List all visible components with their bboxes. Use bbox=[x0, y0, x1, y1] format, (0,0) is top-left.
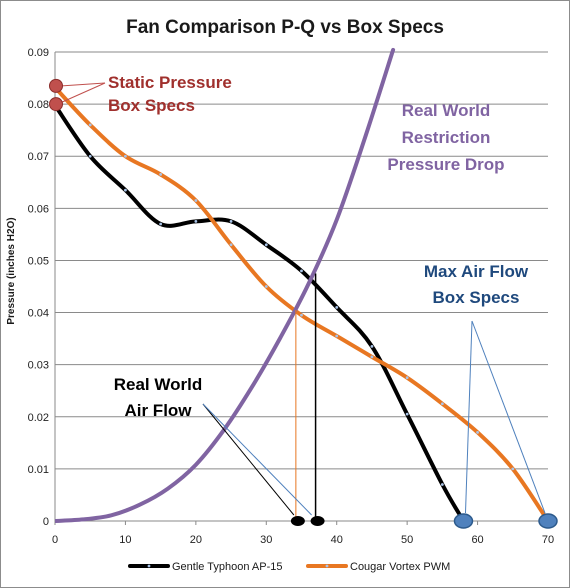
static-arrow bbox=[61, 82, 106, 103]
cougar-vortex-point bbox=[405, 376, 409, 380]
gentle-typhoon-point bbox=[370, 345, 374, 348]
plot-background bbox=[55, 52, 548, 521]
y-tick-label: 0.02 bbox=[28, 412, 49, 424]
cougar-vortex-point bbox=[476, 431, 479, 434]
cougar-vortex-point bbox=[194, 199, 198, 202]
y-tick-label: 0.03 bbox=[28, 360, 49, 372]
gentle-typhoon-point bbox=[88, 154, 92, 158]
realflow-arrow bbox=[202, 403, 312, 516]
legend-label-cougar-vortex: Cougar Vortex PWM bbox=[350, 561, 450, 573]
static-pressure-marker bbox=[49, 97, 63, 112]
annotation-static-line: Static Pressure bbox=[108, 73, 232, 92]
x-tick-label: 70 bbox=[542, 534, 554, 546]
annotation-restriction-line: Restriction bbox=[402, 128, 491, 147]
gentle-typhoon-point bbox=[229, 219, 233, 223]
y-tick-label: 0 bbox=[43, 516, 49, 528]
gentle-typhoon-point bbox=[264, 243, 268, 247]
annotation-maxflow-line: Max Air Flow bbox=[424, 262, 529, 281]
plot-area: 0 0.01 0.02 0.03 0.04 0.05 0.06 0.07 0.08 0.09 0 10… bbox=[28, 47, 558, 546]
cougar-vortex-point bbox=[88, 123, 92, 127]
cougar-vortex-point bbox=[300, 313, 303, 317]
real-world-air-flow-marker bbox=[310, 516, 325, 526]
gentle-typhoon-point bbox=[405, 412, 409, 416]
cougar-vortex-point bbox=[124, 154, 127, 158]
x-tick-label: 50 bbox=[401, 534, 413, 546]
y-tick-label: 0.08 bbox=[28, 99, 49, 111]
cougar-vortex-point bbox=[511, 467, 515, 471]
annotation-realflow-line: Air Flow bbox=[124, 401, 192, 420]
y-tick-label: 0.07 bbox=[28, 151, 49, 163]
maxflow-arrow bbox=[471, 320, 546, 514]
gentle-typhoon-point bbox=[124, 188, 127, 192]
annotation-restriction-line: Real World bbox=[402, 101, 490, 120]
y-tick-label: 0.01 bbox=[28, 464, 49, 476]
annotation-static-line: Box Specs bbox=[108, 96, 195, 115]
realflow-arrow bbox=[202, 403, 295, 516]
cougar-vortex-point bbox=[335, 334, 339, 338]
legend-marker-gentle-typhoon bbox=[147, 564, 151, 568]
static-arrow bbox=[61, 82, 106, 87]
cougar-vortex-point bbox=[440, 402, 444, 406]
y-axis-label: Pressure (inches H2O) bbox=[6, 217, 17, 324]
y-tick-label: 0.05 bbox=[28, 255, 49, 267]
annotation-realflow-line: Real World bbox=[114, 375, 202, 394]
legend-marker-cougar-vortex bbox=[325, 564, 329, 568]
x-tick-label: 10 bbox=[119, 534, 131, 546]
gentle-typhoon-point bbox=[335, 305, 339, 309]
x-tick-label: 20 bbox=[190, 534, 202, 546]
gentle-typhoon-point bbox=[440, 483, 444, 486]
y-tick-label: 0.04 bbox=[28, 308, 49, 320]
x-tick-label: 30 bbox=[260, 534, 272, 546]
x-tick-label: 40 bbox=[331, 534, 343, 546]
gentle-typhoon-point bbox=[300, 269, 303, 273]
real-world-air-flow-marker bbox=[290, 516, 305, 526]
max-air-flow-marker bbox=[538, 513, 558, 529]
x-tick-label: 0 bbox=[52, 534, 58, 546]
restriction-curve-line bbox=[55, 47, 396, 523]
annotation-restriction-line: Pressure Drop bbox=[387, 155, 504, 174]
y-tick-label: 0.06 bbox=[28, 203, 49, 215]
cougar-vortex-point bbox=[159, 173, 163, 176]
x-tick-label: 60 bbox=[471, 534, 483, 546]
gentle-typhoon-point bbox=[159, 222, 163, 226]
cougar-vortex-point bbox=[370, 355, 374, 359]
y-tick-label: 0.09 bbox=[28, 47, 49, 59]
static-pressure-marker bbox=[49, 78, 63, 93]
maxflow-arrow bbox=[464, 320, 473, 514]
cougar-vortex-point bbox=[264, 285, 268, 288]
legend: Gentle Typhoon AP-15 Cougar Vortex PWM bbox=[128, 561, 450, 573]
max-air-flow-marker bbox=[453, 513, 474, 529]
chart-title: Fan Comparison P-Q vs Box Specs bbox=[126, 17, 444, 38]
cougar-vortex-point bbox=[229, 243, 233, 247]
gentle-typhoon-point bbox=[194, 219, 198, 223]
annotation-maxflow-line: Box Specs bbox=[433, 288, 520, 307]
legend-label-gentle-typhoon: Gentle Typhoon AP-15 bbox=[172, 561, 283, 573]
